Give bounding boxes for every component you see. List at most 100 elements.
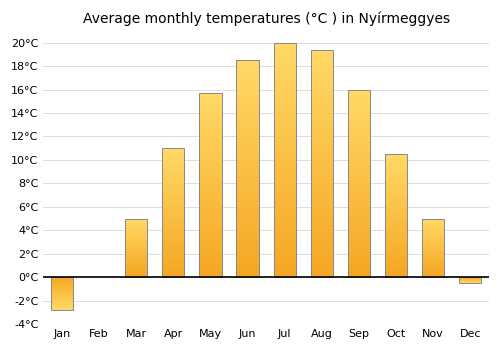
Bar [385,163,407,164]
Bar [162,160,184,161]
Bar [422,265,444,266]
Bar [310,214,333,216]
Bar [422,239,444,240]
Bar [310,191,333,193]
Bar [348,167,370,168]
Bar [274,228,296,230]
Bar [274,120,296,122]
Bar [348,226,370,228]
Bar [422,264,444,265]
Bar [162,186,184,187]
Bar [200,159,222,161]
Bar [274,132,296,134]
Bar [236,223,258,225]
Bar [422,273,444,274]
Bar [385,196,407,197]
Bar [385,161,407,163]
Bar [422,246,444,247]
Bar [385,156,407,158]
Bar [385,165,407,166]
Bar [348,191,370,193]
Bar [348,272,370,273]
Bar [348,146,370,148]
Bar [200,226,222,228]
Bar [125,230,148,231]
Bar [310,266,333,268]
Bar [348,135,370,136]
Bar [274,223,296,225]
Bar [236,258,258,260]
Bar [236,60,258,277]
Bar [422,226,444,227]
Bar [385,175,407,176]
Bar [162,241,184,242]
Bar [162,250,184,251]
Bar [348,120,370,121]
Bar [200,244,222,246]
Bar [310,166,333,168]
Bar [162,264,184,266]
Bar [125,265,148,266]
Bar [200,99,222,100]
Bar [348,153,370,155]
Bar [236,229,258,232]
Bar [125,244,148,245]
Bar [236,162,258,164]
Bar [236,95,258,97]
Bar [200,229,222,231]
Bar [274,47,296,50]
Bar [385,198,407,200]
Bar [125,242,148,243]
Bar [348,195,370,196]
Bar [125,226,148,227]
Bar [310,100,333,102]
Bar [162,244,184,245]
Bar [200,238,222,240]
Bar [422,219,444,220]
Bar [310,70,333,72]
Bar [422,258,444,259]
Bar [422,271,444,272]
Bar [310,264,333,266]
Bar [162,175,184,176]
Bar [348,241,370,243]
Bar [274,265,296,268]
Bar [236,199,258,201]
Title: Average monthly temperatures (°C ) in Nyírmeggyes: Average monthly temperatures (°C ) in Ny… [82,11,450,26]
Bar [274,172,296,174]
Bar [385,213,407,214]
Bar [200,196,222,198]
Bar [236,240,258,243]
Bar [162,257,184,258]
Bar [310,63,333,65]
Bar [348,136,370,138]
Bar [274,90,296,92]
Bar [348,95,370,97]
Bar [162,159,184,160]
Bar [274,181,296,183]
Bar [200,112,222,113]
Bar [310,116,333,118]
Bar [348,270,370,272]
Bar [236,147,258,149]
Bar [236,260,258,262]
Bar [236,73,258,76]
Bar [385,178,407,180]
Bar [162,218,184,219]
Bar [348,208,370,210]
Bar [385,235,407,237]
Bar [310,134,333,136]
Bar [348,228,370,230]
Bar [274,62,296,64]
Bar [274,104,296,106]
Bar [200,228,222,229]
Bar [385,238,407,239]
Bar [348,232,370,234]
Bar [310,111,333,113]
Bar [385,239,407,240]
Bar [310,182,333,184]
Bar [310,138,333,141]
Bar [274,176,296,178]
Bar [236,160,258,162]
Bar [125,249,148,250]
